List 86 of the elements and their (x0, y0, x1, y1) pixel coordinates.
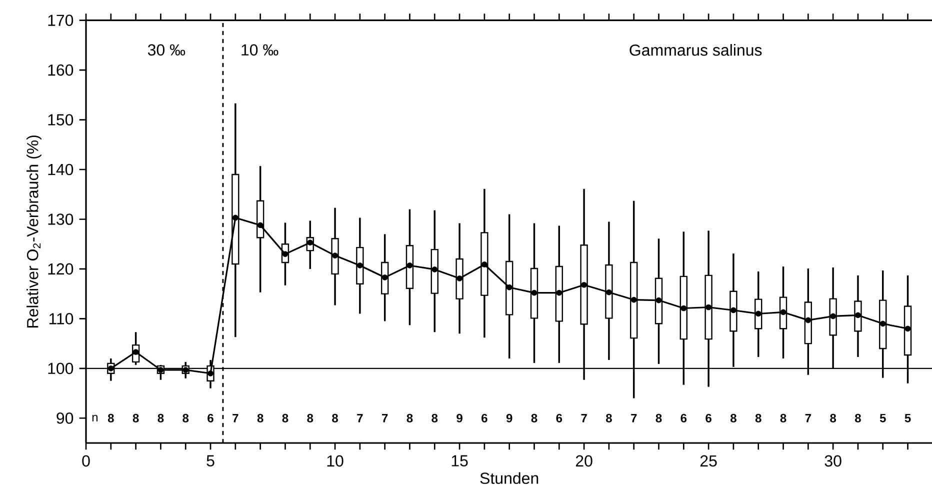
y-axis-title: Relativer O$_{2}$-Verbrauch (%) (26, 136, 42, 328)
annotation: 8 (257, 414, 264, 422)
point (830, 313, 836, 320)
annotation: 6 (556, 414, 562, 422)
annotation: 5 (880, 414, 886, 422)
point (456, 275, 462, 282)
point (606, 289, 612, 296)
annotation: 8 (855, 414, 861, 422)
point (904, 326, 911, 332)
annotation: 8 (182, 414, 189, 422)
point (332, 252, 338, 258)
annotation: 6 (482, 414, 488, 422)
annotation: 7 (357, 414, 363, 422)
point (630, 296, 637, 303)
annotation: 7 (631, 414, 637, 422)
point (581, 282, 587, 288)
point (880, 320, 886, 327)
point (506, 284, 512, 290)
annotation: Gammarus salinus (630, 44, 762, 56)
annotation: 9 (456, 414, 462, 422)
annotation: 5 (904, 414, 911, 422)
annotation: 10 ‰ (242, 44, 278, 56)
point (482, 262, 488, 268)
y-tick-label: 130 (48, 214, 74, 225)
x-tick-label: 0 (82, 455, 90, 467)
annotation: 6 (706, 414, 712, 422)
annotation: n (92, 414, 98, 422)
x-tick-label: 20 (576, 455, 592, 467)
point (755, 310, 762, 317)
y-tick-label: 90 (56, 412, 74, 424)
annotation: 9 (506, 414, 512, 422)
annotation: 8 (432, 414, 438, 422)
y-tick-label: 140 (48, 164, 74, 176)
point (132, 349, 139, 355)
x-tick-label: 5 (206, 455, 214, 466)
point (706, 304, 712, 310)
y-tick-label: 150 (48, 114, 74, 126)
y-tick-label: 160 (48, 64, 74, 76)
point (855, 312, 861, 318)
annotation: 8 (108, 414, 114, 422)
y-tick-label: 100 (48, 362, 74, 374)
x-tick-label: 15 (452, 455, 468, 466)
annotation: 8 (158, 414, 164, 422)
annotation: 7 (382, 414, 388, 422)
x-tick-label: 10 (327, 455, 344, 467)
annotation: 8 (132, 414, 139, 422)
point (282, 251, 288, 257)
annotation: 8 (332, 414, 338, 422)
point (680, 305, 687, 312)
annotation: 8 (780, 414, 786, 422)
point (805, 317, 812, 324)
point (356, 262, 363, 268)
x-tick-label: 25 (700, 455, 717, 467)
x-tick-label: 30 (824, 455, 842, 467)
y-tick-label: 110 (49, 313, 74, 324)
point (556, 290, 562, 296)
point (432, 266, 438, 272)
annotation: 6 (680, 414, 687, 422)
y-tick-label: 120 (48, 263, 74, 275)
point (108, 365, 114, 372)
point (208, 370, 214, 376)
point (730, 307, 736, 314)
annotation: 8 (755, 414, 762, 422)
point (531, 290, 538, 296)
point (232, 214, 238, 221)
annotation: 7 (805, 414, 811, 422)
point (307, 240, 314, 246)
annotation: 8 (307, 414, 314, 422)
annotation: 8 (282, 414, 288, 422)
annotation: 6 (208, 414, 214, 422)
annotation: 8 (531, 414, 538, 422)
annotation: 7 (232, 414, 238, 422)
annotation: 30 ‰ (148, 44, 186, 56)
y-tick-label: 170 (48, 14, 74, 26)
annotation: 8 (730, 414, 736, 422)
point (382, 274, 388, 280)
point (257, 222, 264, 228)
annotation: 8 (406, 414, 413, 422)
point (780, 309, 786, 316)
annotation: 8 (656, 414, 662, 422)
point (656, 297, 662, 304)
x-axis-title: Stunden (480, 472, 538, 484)
point (406, 262, 413, 268)
annotation: 7 (581, 414, 587, 422)
annotation: 8 (606, 414, 612, 422)
annotation: 8 (830, 414, 836, 422)
